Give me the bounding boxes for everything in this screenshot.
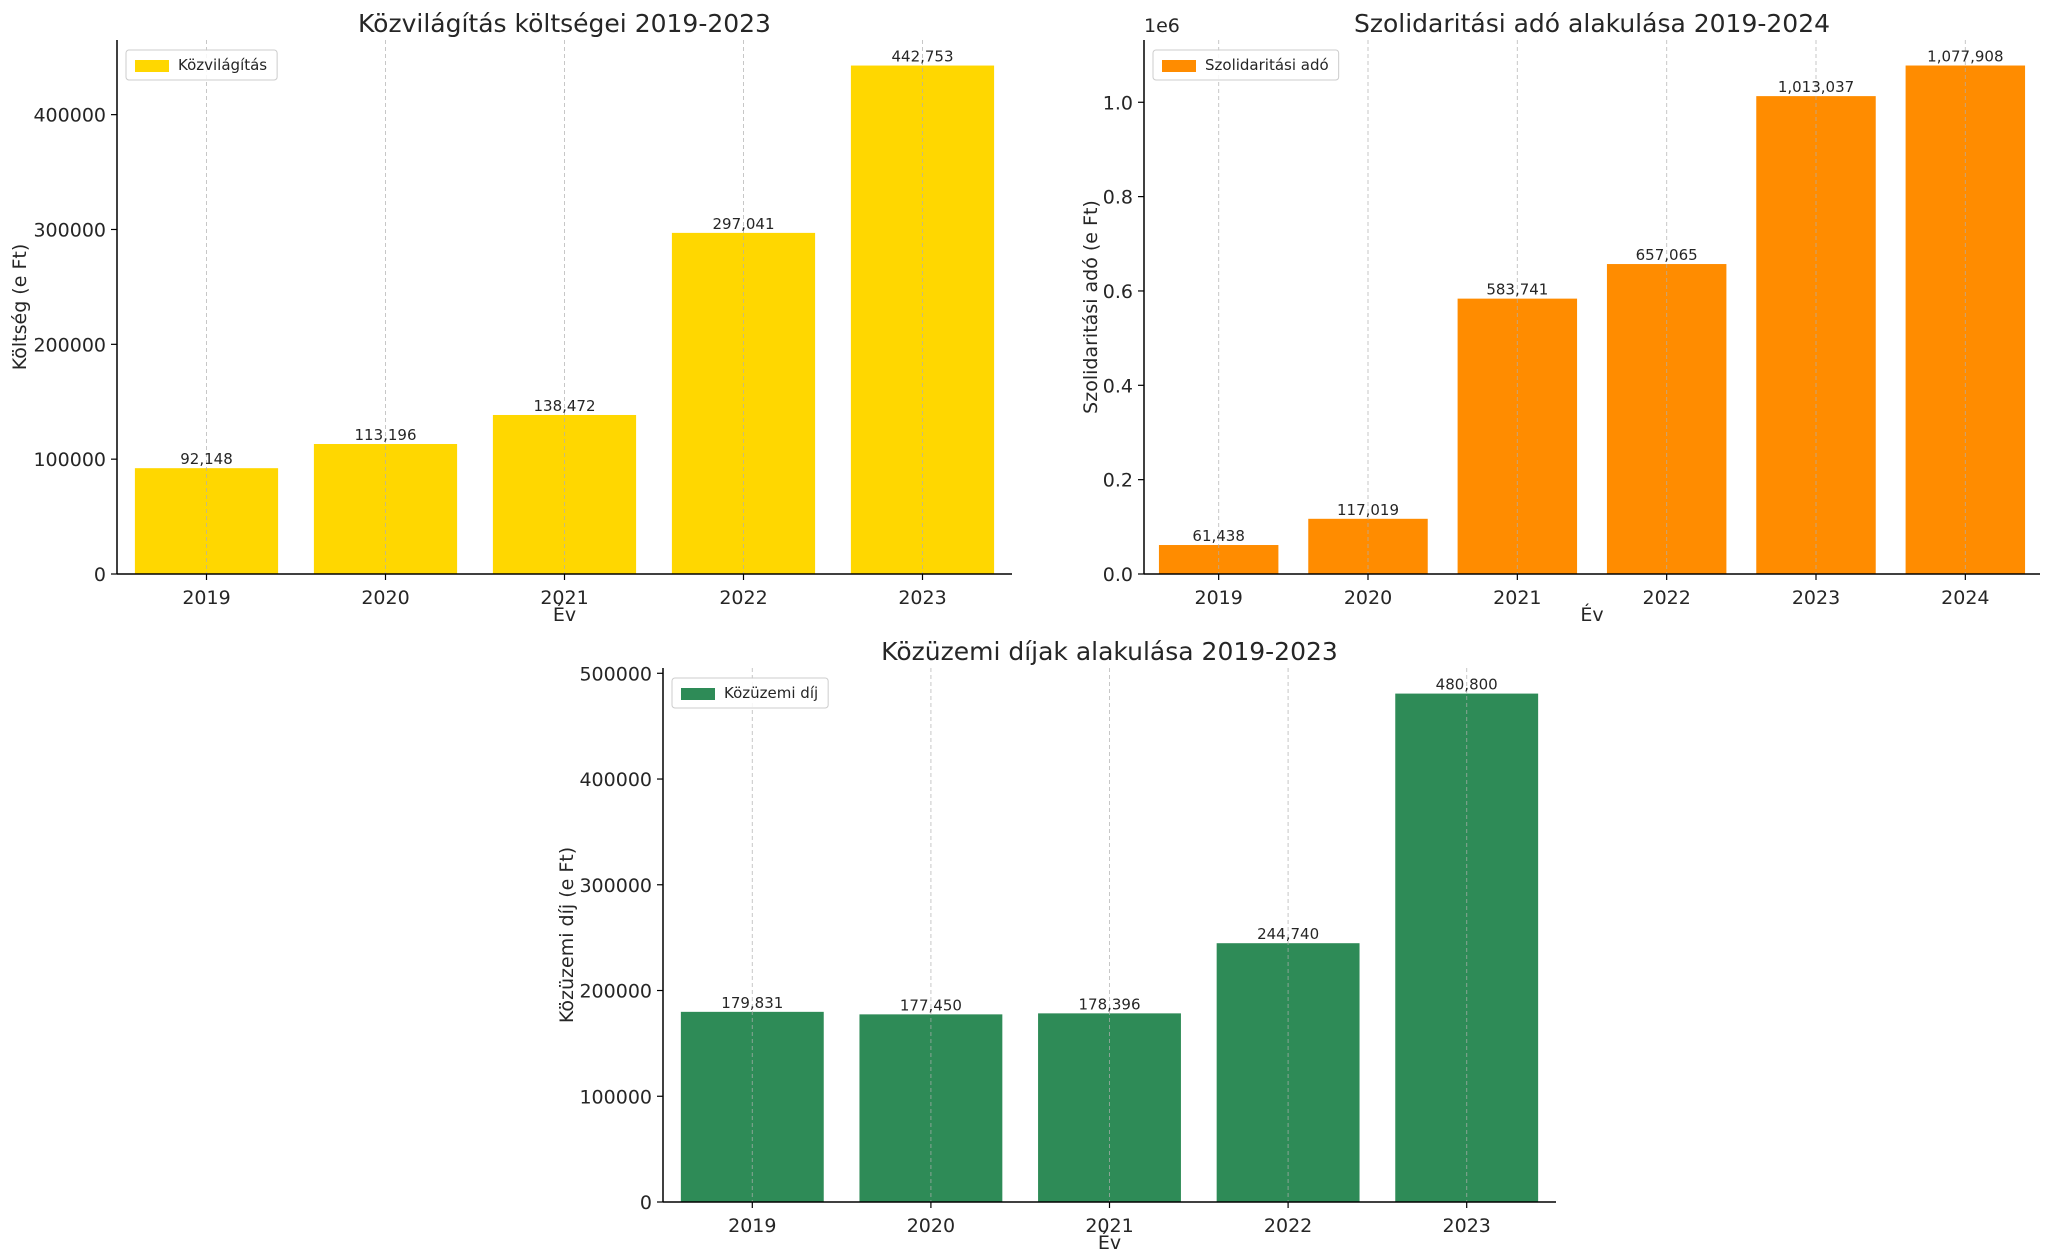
chart-title: Közvilágítás költségei 2019-2023: [358, 9, 771, 38]
bar-2021: [492, 414, 637, 574]
bar-2022: [671, 232, 816, 574]
data-label: 179,831: [721, 994, 783, 1012]
bar-2019: [134, 468, 279, 574]
y-tick-label: 0.8: [1103, 187, 1133, 209]
x-tick-label: 2024: [1941, 587, 1989, 609]
x-tick-label: 2019: [728, 1215, 776, 1237]
x-tick-label: 2020: [907, 1215, 955, 1237]
y-tick-label: 0.6: [1103, 281, 1133, 303]
data-label: 138,472: [533, 397, 595, 415]
x-tick-label: 2019: [182, 587, 230, 609]
x-tick-label: 2023: [1792, 587, 1840, 609]
y-tick-label: 0.4: [1103, 375, 1133, 397]
x-tick-label: 2019: [1194, 587, 1242, 609]
legend-box: [125, 49, 278, 81]
x-tick-label: 2021: [540, 587, 588, 609]
x-tick-label: 2022: [719, 587, 767, 609]
chart-title: Szolidaritási adó alakulása 2019-2024: [1354, 9, 1830, 38]
chart-panel-1: 2019 2020 2021 2022 2023 0 100000 200000 300000 4…: [9, 9, 1012, 626]
legend-label: Közüzemi díj: [724, 684, 818, 702]
y-axis-label: Szolidaritási adó (e Ft): [1080, 200, 1102, 414]
y-tick-label: 0.2: [1103, 470, 1133, 492]
data-label: 583,741: [1486, 281, 1548, 299]
y-tick-label: 100000: [579, 1086, 652, 1108]
legend-label: Szolidaritási adó: [1205, 56, 1329, 74]
x-tick-label: 2023: [1443, 1215, 1491, 1237]
y-offset-label: 1e6: [1144, 15, 1180, 37]
legend-label: Közvilágítás: [178, 56, 267, 74]
y-tick-label: 0: [640, 1192, 652, 1214]
x-tick-label: 2023: [898, 587, 946, 609]
legend-swatch: [1162, 60, 1196, 72]
data-label: 297,041: [712, 215, 774, 233]
data-label: 657,065: [1636, 246, 1698, 264]
chart-panel-3: 2019 2020 2021 2022 2023 0 100000 200000 300000 4…: [556, 637, 1556, 1254]
legend: Közvilágítás: [125, 49, 278, 81]
chart-title: Közüzemi díjak alakulása 2019-2023: [881, 637, 1338, 666]
bar-2021: [1038, 1013, 1181, 1202]
y-tick-label: 200000: [579, 981, 652, 1003]
x-tick-label: 2020: [1344, 587, 1392, 609]
y-tick-label: 1.0: [1103, 92, 1133, 114]
y-tick-label: 300000: [33, 219, 106, 241]
bar-2022: [1216, 943, 1360, 1202]
data-label: 442,753: [891, 48, 953, 66]
y-tick-label: 0.0: [1103, 564, 1133, 586]
x-tick-label: 2020: [361, 587, 409, 609]
legend-box: [671, 677, 829, 709]
legend-swatch: [681, 688, 715, 700]
x-tick-label: 2022: [1642, 587, 1690, 609]
data-label: 113,196: [354, 426, 416, 444]
y-axis-label: Költség (e Ft): [9, 244, 31, 371]
bar-2019: [680, 1011, 824, 1202]
x-axis-label: Év: [1098, 1231, 1121, 1254]
legend: Közüzemi díj: [671, 677, 829, 709]
legend-swatch: [135, 60, 169, 72]
bar-2020: [859, 1014, 1003, 1202]
chart-panel-2: 2019 2020 2021 2022 2023 2024 0.0 0.2 0.4 0.6 0.8 1…: [1080, 9, 2040, 626]
x-axis-label: Év: [1580, 603, 1603, 626]
y-tick-label: 300000: [579, 875, 652, 897]
legend-box: [1152, 49, 1340, 81]
data-label: 1,077,908: [1927, 48, 2003, 66]
y-tick-label: 500000: [579, 663, 652, 685]
data-label: 61,438: [1192, 527, 1245, 545]
y-axis-label: Közüzemi díj (e Ft): [556, 847, 578, 1023]
data-label: 177,450: [900, 996, 962, 1014]
x-tick-label: 2021: [1085, 1215, 1133, 1237]
data-label: 480,800: [1436, 676, 1498, 694]
data-label: 92,148: [180, 450, 233, 468]
data-label: 1,013,037: [1778, 78, 1854, 96]
x-tick-label: 2021: [1493, 587, 1541, 609]
y-tick-label: 0: [94, 564, 106, 586]
x-axis-label: Év: [553, 603, 576, 626]
data-label: 244,740: [1257, 925, 1319, 943]
y-tick-label: 400000: [33, 105, 106, 127]
y-tick-label: 100000: [33, 449, 106, 471]
y-tick-label: 200000: [33, 334, 106, 356]
data-label: 117,019: [1337, 501, 1399, 519]
y-tick-label: 400000: [579, 769, 652, 791]
x-tick-label: 2022: [1264, 1215, 1312, 1237]
legend: Szolidaritási adó: [1152, 49, 1340, 81]
data-label: 178,396: [1078, 995, 1140, 1013]
